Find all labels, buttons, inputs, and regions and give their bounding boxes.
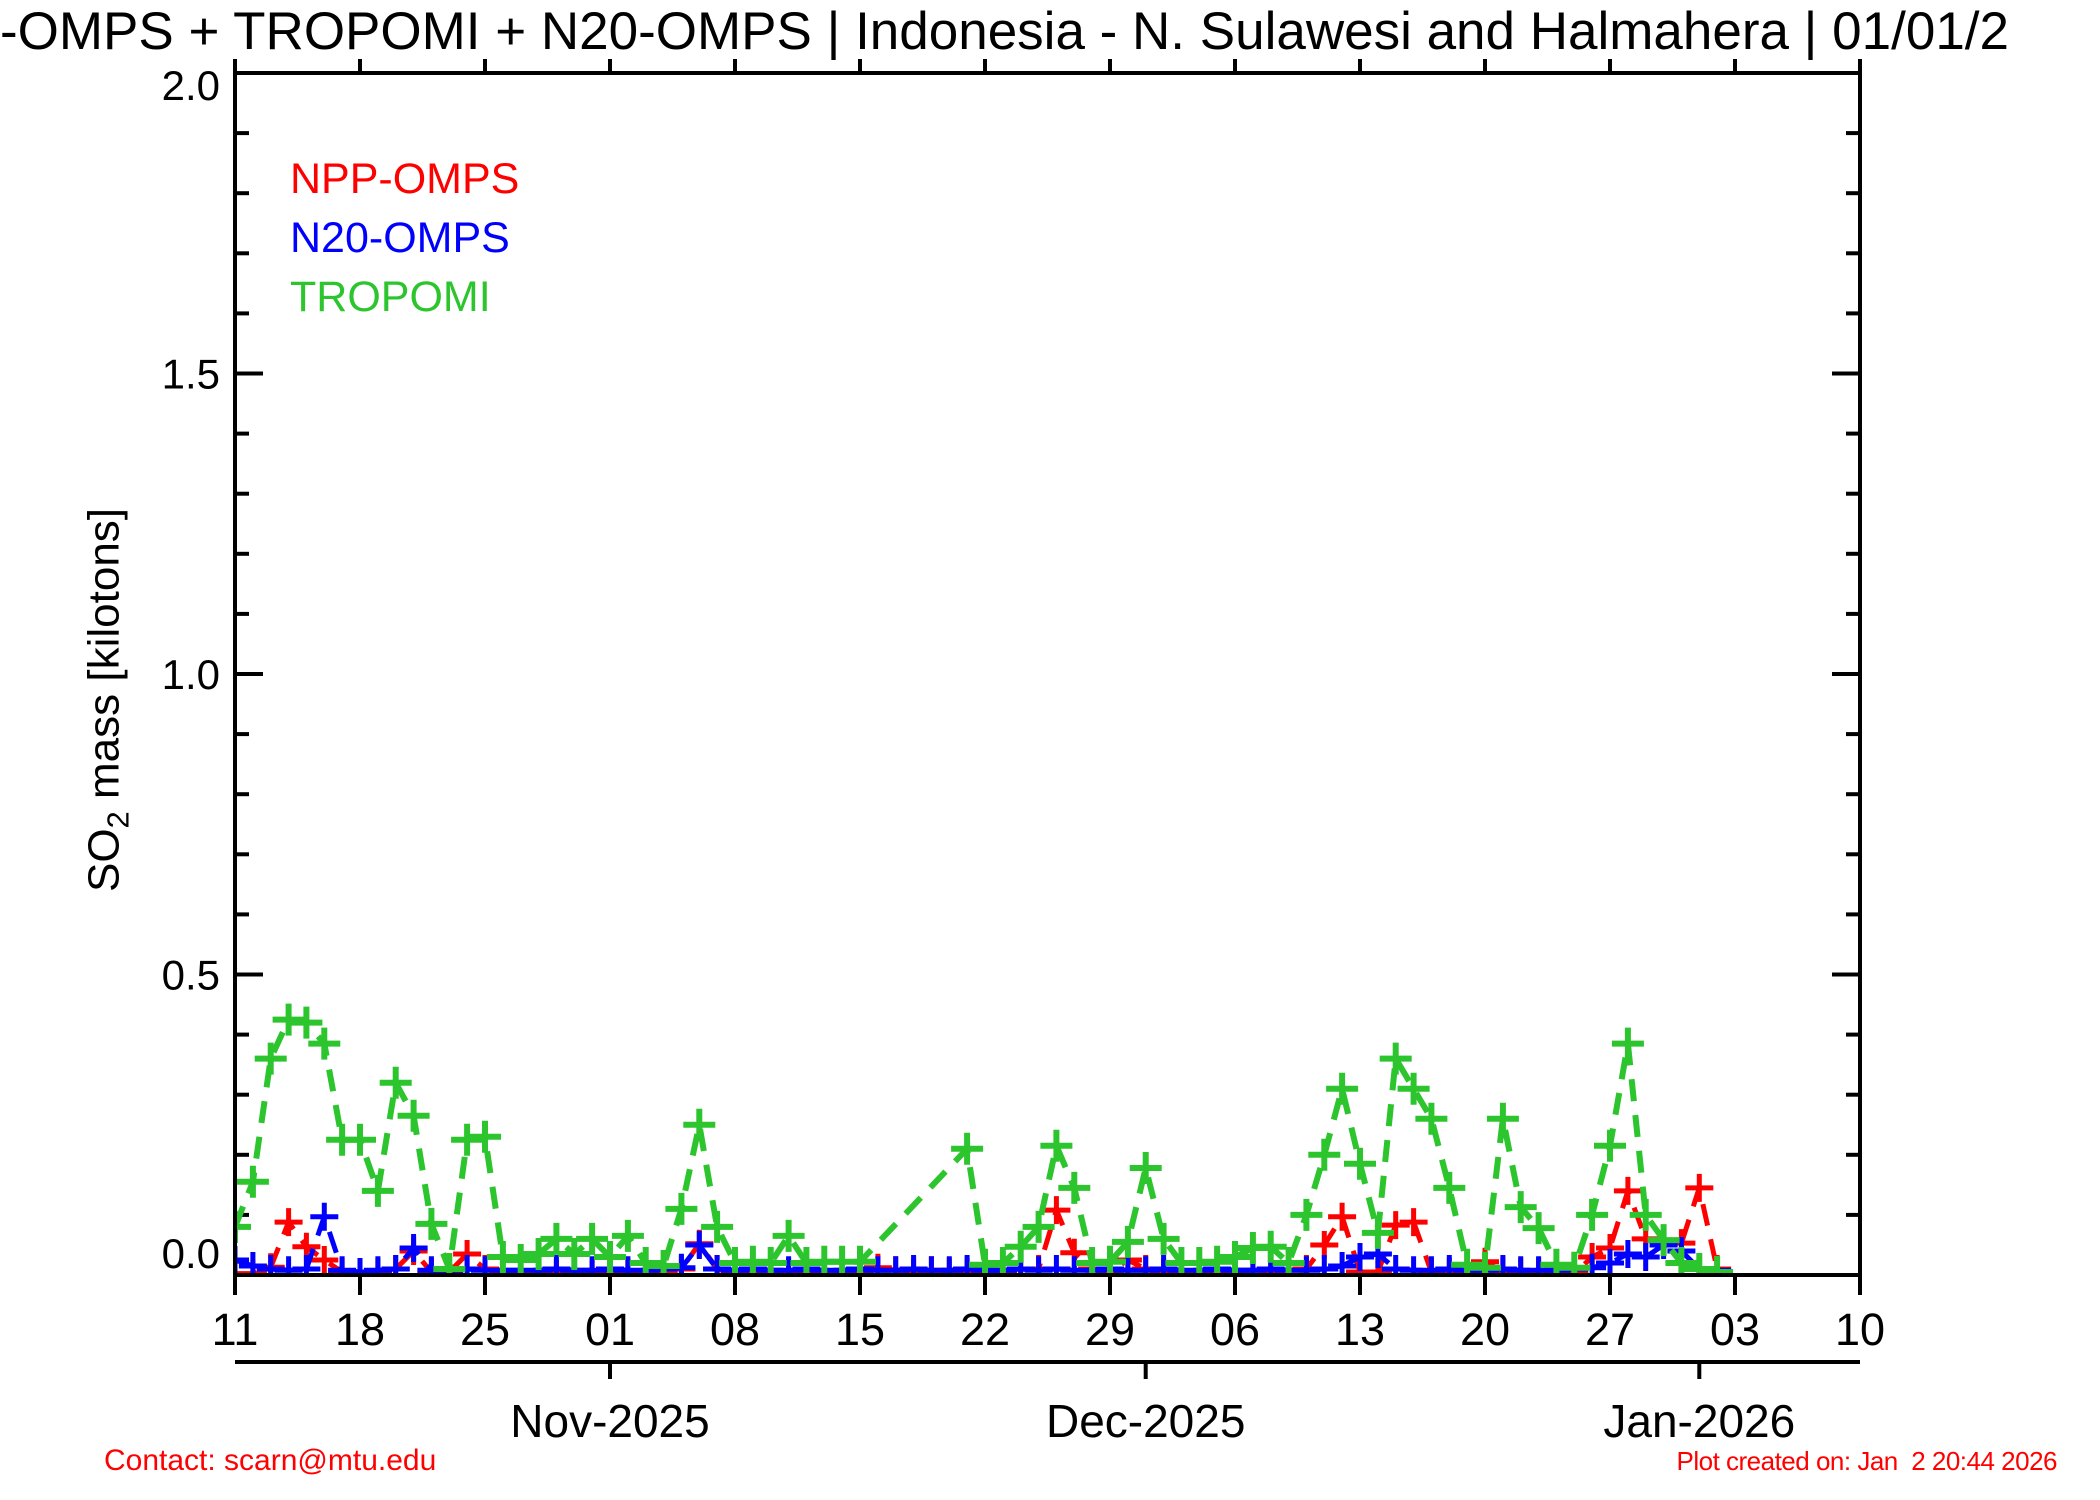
x-tick-label: 11	[212, 1304, 259, 1355]
x-tick-label: 20	[1460, 1304, 1510, 1355]
legend: NPP-OMPS N20-OMPS TROPOMI	[290, 150, 519, 327]
x-tick-label: 18	[335, 1304, 385, 1355]
x-tick-label: 27	[1585, 1304, 1635, 1355]
month-label: Nov-2025	[510, 1395, 709, 1447]
y-tick-label: 0.0	[162, 1230, 220, 1277]
x-tick-label: 06	[1210, 1304, 1260, 1355]
x-tick-label: 08	[710, 1304, 760, 1355]
month-label: Dec-2025	[1046, 1395, 1245, 1447]
legend-item-n20-omps: N20-OMPS	[290, 214, 510, 262]
contact-note: Contact: scarn@mtu.edu	[104, 1444, 437, 1477]
plot-title: -OMPS + TROPOMI + N20-OMPS | Indonesia -…	[0, 2, 2010, 61]
plot-created-note: Plot created on: Jan 2 20:44 2026	[1676, 1446, 2057, 1476]
x-tick-label: 10	[1835, 1304, 1885, 1355]
y-tick-label: 1.0	[162, 651, 220, 698]
plot-frame	[233, 71, 1862, 1277]
x-tick-label: 25	[460, 1304, 510, 1355]
series-markers-TROPOMI	[235, 1003, 1734, 1275]
legend-item-tropomi: TROPOMI	[290, 273, 491, 321]
y-tick-label: 0.5	[162, 952, 220, 999]
legend-item-npp-omps: NPP-OMPS	[290, 155, 520, 203]
x-tick-label: 03	[1710, 1304, 1760, 1355]
x-tick-label: 15	[835, 1304, 885, 1355]
x-tick-label: 13	[1335, 1304, 1385, 1355]
x-tick-label: 22	[960, 1304, 1010, 1355]
y-tick-label: 2.0	[162, 62, 220, 109]
y-tick-label: 1.5	[162, 351, 220, 398]
series-TROPOMI	[235, 1003, 1734, 1275]
month-label: Jan-2026	[1603, 1395, 1795, 1447]
x-tick-label: 29	[1085, 1304, 1135, 1355]
x-tick-label: 01	[585, 1304, 635, 1355]
